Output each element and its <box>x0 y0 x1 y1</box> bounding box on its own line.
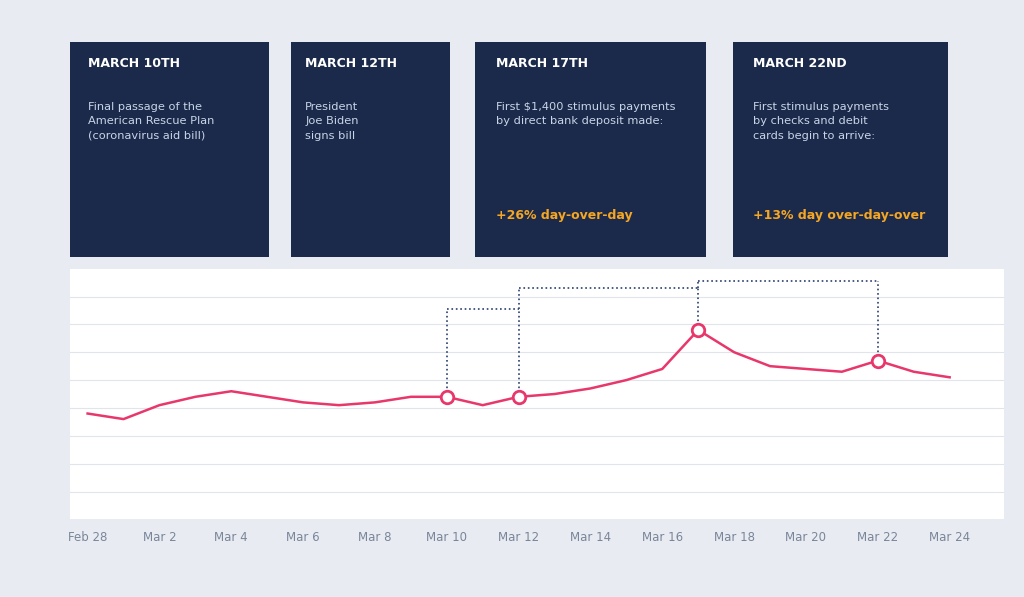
Text: MARCH 17TH: MARCH 17TH <box>496 57 588 70</box>
Text: MARCH 10TH: MARCH 10TH <box>88 57 179 70</box>
Text: President
Joe Biden
signs bill: President Joe Biden signs bill <box>305 102 358 141</box>
Text: +26% day-over-day: +26% day-over-day <box>496 210 633 223</box>
Text: Final passage of the
American Rescue Plan
(coronavirus aid bill): Final passage of the American Rescue Pla… <box>88 102 214 141</box>
Text: MARCH 12TH: MARCH 12TH <box>305 57 397 70</box>
Text: First $1,400 stimulus payments
by direct bank deposit made:: First $1,400 stimulus payments by direct… <box>496 102 676 127</box>
Text: First stimulus payments
by checks and debit
cards begin to arrive:: First stimulus payments by checks and de… <box>753 102 889 141</box>
Text: +13% day over-day-over: +13% day over-day-over <box>753 210 925 223</box>
Text: MARCH 22ND: MARCH 22ND <box>753 57 846 70</box>
